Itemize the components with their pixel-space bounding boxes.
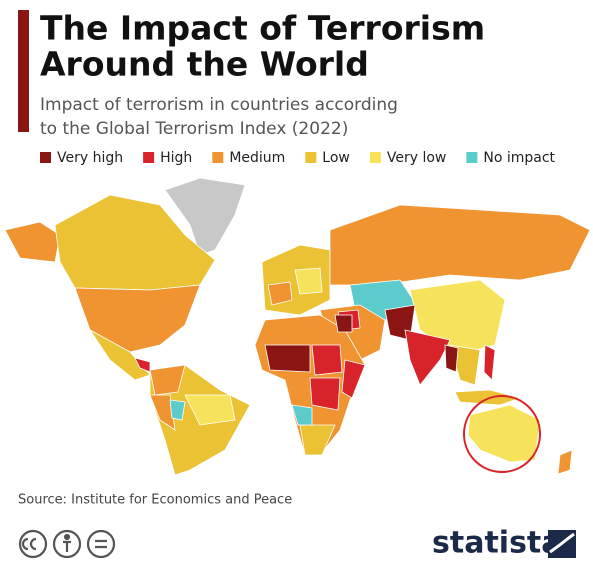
source: Source: Institute for Economics and Peac…: [18, 493, 292, 508]
country: [454, 389, 522, 406]
country: [184, 394, 236, 426]
country: [264, 344, 311, 373]
title-line: The Impact of Terrorism: [40, 9, 485, 48]
country: [341, 359, 366, 399]
country: [4, 221, 61, 263]
legend-label: Medium: [229, 150, 285, 166]
world-map: [4, 177, 591, 476]
country: [311, 344, 343, 376]
legend-label: No impact: [483, 150, 555, 166]
country: [404, 329, 451, 386]
country: [291, 404, 313, 426]
brand-icon: [548, 530, 576, 558]
country: [467, 404, 541, 463]
legend-label: Very high: [57, 150, 123, 166]
legend-swatch: [305, 152, 317, 163]
highlight-circle: [463, 395, 541, 473]
country: [267, 281, 293, 306]
greenland: [164, 177, 246, 256]
country: [483, 344, 496, 381]
legend-swatch: [143, 152, 155, 163]
brand: statista: [432, 526, 562, 561]
country: [149, 364, 186, 396]
legend-swatch: [466, 152, 478, 163]
country: [89, 329, 151, 381]
legend-swatch: [40, 152, 51, 163]
country: [334, 314, 353, 333]
accent-bar: [18, 10, 29, 132]
country: [169, 399, 186, 421]
country: [444, 344, 459, 373]
country: [74, 284, 201, 353]
license-icons: [18, 529, 116, 559]
legend-label: Very low: [387, 150, 447, 166]
country: [557, 449, 573, 475]
title-line: Around the World: [40, 45, 369, 84]
country: [149, 394, 176, 431]
legend-swatch: [212, 152, 224, 163]
country: [299, 424, 336, 456]
country: [54, 194, 216, 291]
subtitle-line: Impact of terrorism in countries accordi…: [40, 95, 398, 115]
subtitle-line: to the Global Terrorism Index (2022): [40, 119, 348, 139]
country: [309, 377, 341, 411]
legend: Very high High Medium Low Very low No impact: [40, 150, 556, 166]
country: [329, 204, 591, 286]
country: [294, 267, 323, 295]
legend-label: Low: [322, 150, 350, 166]
legend-label: High: [160, 150, 192, 166]
legend-swatch: [369, 152, 381, 163]
